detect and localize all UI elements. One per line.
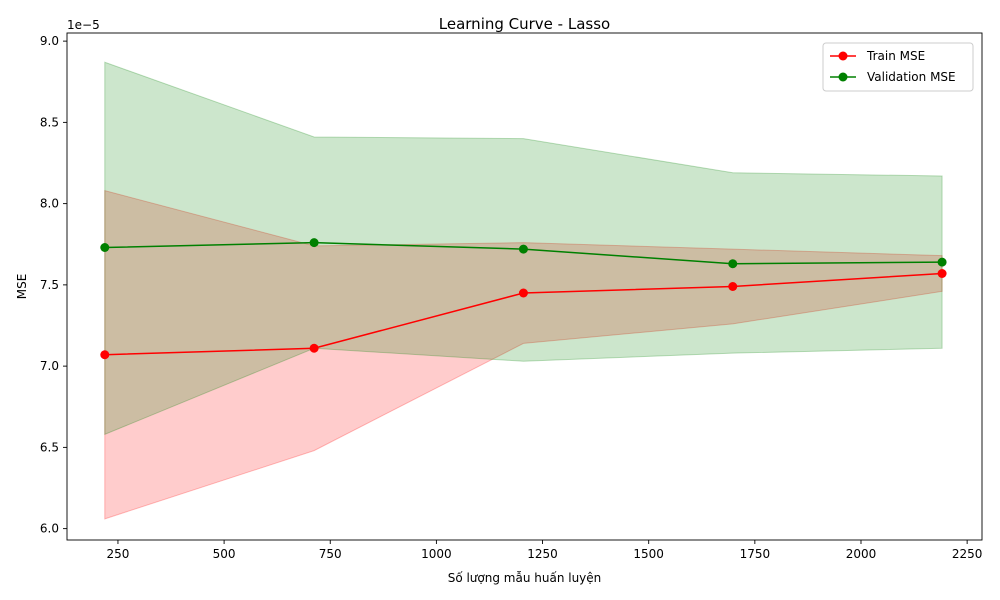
validation-mse-point bbox=[728, 259, 738, 269]
x-tick-label: 2250 bbox=[952, 547, 983, 561]
x-tick-label: 1000 bbox=[421, 547, 452, 561]
validation-mse-point bbox=[518, 244, 528, 254]
train-mse-point bbox=[309, 343, 319, 353]
y-tick-label: 8.0 bbox=[40, 197, 59, 211]
legend-box bbox=[822, 42, 974, 92]
x-tick-label: 1250 bbox=[527, 547, 558, 561]
y-axis-offset-label: 1e−5 bbox=[67, 18, 100, 32]
legend: Train MSE Validation MSE bbox=[822, 42, 974, 92]
series-markers bbox=[100, 238, 947, 360]
x-tick-label: 1750 bbox=[740, 547, 771, 561]
y-tick-label: 6.5 bbox=[40, 440, 59, 454]
y-tick-label: 6.0 bbox=[40, 522, 59, 536]
y-axis-ticks: 6.0 6.5 7.0 7.5 8.0 8.5 9.0 bbox=[40, 34, 67, 536]
validation-mse-point bbox=[100, 243, 110, 252]
x-tick-label: 750 bbox=[319, 547, 342, 561]
y-tick-label: 7.5 bbox=[40, 278, 59, 292]
x-axis-label: Số lượng mẫu huấn luyện bbox=[448, 571, 602, 585]
x-tick-label: 1500 bbox=[633, 547, 664, 561]
validation-mse-point bbox=[309, 238, 319, 248]
x-axis-ticks: 250 500 750 1000 1250 1500 1750 2000 2250 bbox=[106, 540, 982, 561]
chart-title: Learning Curve - Lasso bbox=[439, 15, 610, 33]
y-tick-label: 7.0 bbox=[40, 359, 59, 373]
legend-validation-label: Validation MSE bbox=[867, 70, 956, 84]
y-tick-label: 9.0 bbox=[40, 34, 59, 48]
train-mse-point bbox=[937, 269, 947, 278]
train-mse-point bbox=[728, 282, 738, 291]
x-tick-label: 500 bbox=[213, 547, 236, 561]
train-mse-point bbox=[100, 350, 110, 360]
y-tick-label: 8.5 bbox=[40, 115, 59, 129]
train-mse-band bbox=[104, 189, 943, 520]
legend-train-label: Train MSE bbox=[866, 49, 925, 63]
plot-frame bbox=[66, 32, 983, 541]
validation-mse-point bbox=[937, 257, 947, 267]
legend-train-marker bbox=[838, 51, 848, 61]
y-axis-label: MSE bbox=[15, 274, 29, 300]
legend-validation-marker bbox=[838, 72, 848, 82]
train-mse-point bbox=[518, 288, 528, 298]
x-tick-label: 250 bbox=[106, 547, 129, 561]
x-tick-label: 2000 bbox=[846, 547, 877, 561]
